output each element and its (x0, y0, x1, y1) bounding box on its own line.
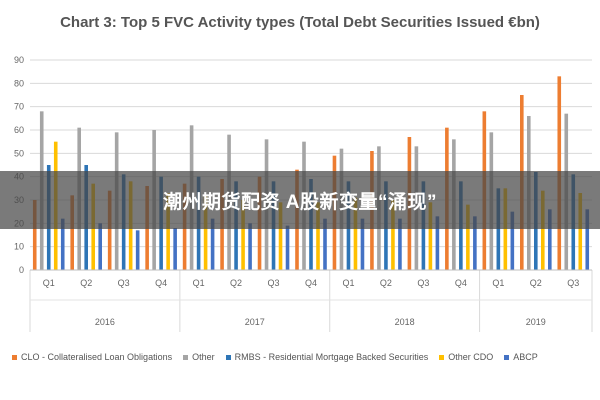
x-tick-label: Q2 (380, 278, 392, 288)
bar (435, 216, 440, 270)
chart-legend: CLO - Collateralised Loan Obligations Oth… (12, 352, 592, 362)
y-tick-label: 90 (14, 55, 24, 65)
x-tick-label: Q1 (43, 278, 55, 288)
legend-label: Other (192, 352, 215, 362)
bar (135, 230, 140, 270)
bar (203, 195, 208, 270)
y-tick-label: 80 (14, 78, 24, 88)
x-tick-label: Q3 (567, 278, 579, 288)
bar (428, 202, 433, 270)
bar (248, 223, 252, 270)
bar (398, 218, 402, 270)
bar (496, 188, 501, 270)
y-tick-label: 60 (14, 125, 24, 135)
legend-item: RMBS - Residential Mortgage Backed Secur… (225, 352, 429, 362)
x-tick-label: Q4 (155, 278, 167, 288)
legend-item: CLO - Collateralised Loan Obligations (12, 352, 172, 362)
bar (541, 190, 545, 270)
legend-label: Other CDO (448, 352, 494, 362)
bar (548, 209, 552, 270)
legend-swatch (183, 354, 189, 360)
y-tick-label: 70 (14, 102, 24, 112)
legend-item: Other CDO (439, 352, 493, 362)
x-group-label: 2018 (395, 317, 415, 327)
legend-swatch (225, 354, 231, 360)
bar (585, 209, 590, 270)
x-tick-label: Q1 (193, 278, 205, 288)
bar (210, 218, 215, 270)
bar (503, 188, 508, 270)
x-tick-label: Q2 (80, 278, 92, 288)
x-group-label: 2017 (245, 317, 265, 327)
bar (60, 218, 65, 270)
bar (278, 202, 283, 270)
bar (510, 211, 515, 270)
bar (353, 197, 358, 270)
x-tick-label: Q4 (455, 278, 467, 288)
chart-title: Chart 3: Top 5 FVC Activity types (Total… (60, 14, 540, 31)
bar (391, 200, 395, 270)
bar (98, 223, 102, 270)
bar (70, 195, 74, 270)
x-tick-label: Q4 (305, 278, 317, 288)
x-tick-label: Q1 (342, 278, 354, 288)
bar (323, 218, 327, 270)
x-tick-label: Q2 (530, 278, 542, 288)
legend-swatch (504, 354, 510, 360)
legend-label: RMBS - Residential Mortgage Backed Secur… (234, 352, 429, 362)
bar (473, 216, 477, 270)
bar (466, 204, 470, 270)
legend-label: CLO - Collateralised Loan Obligations (21, 352, 173, 362)
x-group-label: 2019 (526, 317, 546, 327)
x-tick-label: Q3 (417, 278, 429, 288)
legend-swatch (12, 354, 17, 360)
x-tick-label: Q3 (268, 278, 280, 288)
overlay-banner: 潮州期货配资 A股新变量“涌现” (0, 171, 600, 229)
legend-label: ABCP (513, 352, 538, 362)
bar (32, 200, 37, 270)
bar (173, 228, 177, 270)
bar (241, 200, 245, 270)
legend-swatch (439, 354, 445, 360)
y-tick-label: 0 (19, 265, 24, 275)
bar (107, 190, 112, 270)
bar (166, 193, 170, 270)
x-tick-label: Q2 (230, 278, 242, 288)
x-group-label: 2016 (95, 317, 115, 327)
x-tick-label: Q1 (492, 278, 504, 288)
bar (360, 218, 365, 270)
y-tick-label: 50 (14, 148, 24, 158)
bar (578, 193, 583, 270)
y-tick-label: 10 (14, 242, 24, 252)
legend-item: Other (183, 352, 215, 362)
legend-item: ABCP (504, 352, 538, 362)
bar (316, 202, 320, 270)
x-tick-label: Q3 (118, 278, 130, 288)
bar (285, 225, 290, 270)
overlay-text: 潮州期货配资 A股新变量“涌现” (162, 191, 437, 213)
